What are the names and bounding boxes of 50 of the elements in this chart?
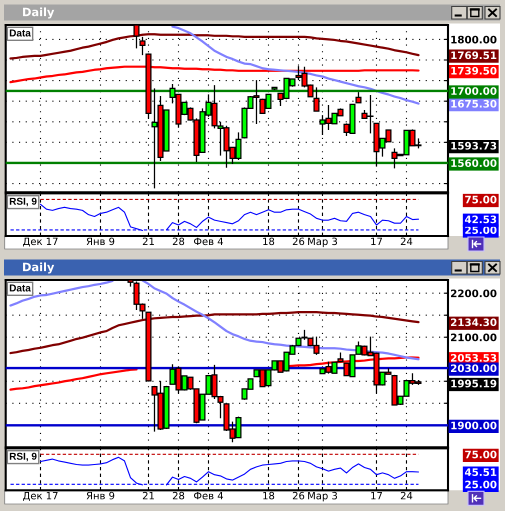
ref-line-label: 2030.00 bbox=[451, 364, 497, 372]
x-tick-label: 18 bbox=[263, 492, 274, 500]
y-tick-label: 2134.30 bbox=[451, 318, 497, 326]
y-tick-label: 1769.51 bbox=[451, 51, 496, 60]
ref-line-label: 1700.00 bbox=[451, 87, 497, 95]
x-tick-label: Дек 17 bbox=[23, 238, 58, 247]
candlestick bbox=[355, 91, 362, 104]
y-tick-label: 75.00 bbox=[465, 450, 497, 458]
x-tick-label: Янв 9 bbox=[86, 492, 114, 500]
x-tick-label: 21 bbox=[142, 238, 154, 245]
y-tick-label: 25.00 bbox=[465, 226, 497, 234]
ref-line-label: 1900.00 bbox=[451, 422, 497, 430]
y-tick-label: 1739.50 bbox=[451, 66, 497, 75]
x-tick-label: Мар 3 bbox=[308, 238, 338, 248]
x-tick-label: 28 bbox=[172, 238, 184, 246]
y-tick-label: 42.53 bbox=[464, 215, 496, 224]
line-series bbox=[171, 25, 420, 105]
y-tick-label: 75.00 bbox=[465, 196, 497, 204]
chart-title: Daily bbox=[23, 7, 54, 19]
line-series bbox=[9, 311, 420, 354]
y-tick-label: 2200.00 bbox=[451, 289, 497, 298]
x-tick-label: 17 bbox=[371, 238, 382, 245]
annotation: Data bbox=[10, 284, 31, 292]
ref-line-label: 1560.00 bbox=[451, 159, 497, 168]
candlestick bbox=[271, 86, 278, 91]
x-tick-label: Фев 4 bbox=[194, 238, 224, 246]
annotation: RSI, 9 bbox=[10, 452, 37, 462]
x-tick-label: 21 bbox=[142, 492, 154, 500]
x-tick-label: 24 bbox=[400, 492, 412, 500]
y-tick-label: 2100.00 bbox=[451, 334, 497, 342]
x-tick-label: 17 bbox=[371, 492, 382, 500]
x-tick-label: 24 bbox=[400, 238, 412, 245]
x-tick-label: 18 bbox=[263, 238, 274, 246]
x-tick-label: Дек 17 bbox=[23, 492, 58, 501]
y-tick-label: 2053.53 bbox=[451, 354, 496, 362]
x-tick-label: Фев 4 bbox=[194, 492, 224, 500]
chart-title: Daily bbox=[23, 262, 54, 274]
x-tick-label: Мар 3 bbox=[308, 492, 338, 502]
x-tick-label: 26 bbox=[292, 238, 304, 246]
x-tick-label: 28 bbox=[172, 492, 184, 500]
annotation: Data bbox=[10, 30, 31, 37]
annotation: RSI, 9 bbox=[10, 198, 37, 206]
y-tick-label: 25.00 bbox=[465, 480, 497, 488]
y-tick-label: 45.51 bbox=[464, 468, 496, 476]
x-tick-label: 26 bbox=[292, 492, 304, 500]
y-tick-label: 1995.19 bbox=[451, 380, 496, 388]
y-tick-label: 1800.00 bbox=[451, 36, 497, 44]
y-tick-label: 1593.73 bbox=[451, 142, 496, 150]
y-tick-label: 1675.30 bbox=[451, 100, 497, 108]
x-tick-label: Янв 9 bbox=[86, 238, 114, 246]
